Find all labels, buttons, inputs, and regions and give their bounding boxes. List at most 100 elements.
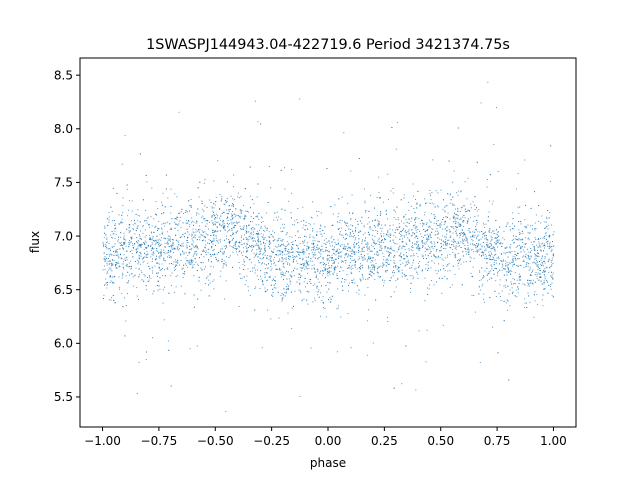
data-point — [348, 265, 350, 267]
data-point — [274, 232, 275, 234]
data-point — [331, 259, 333, 261]
data-point — [120, 242, 121, 244]
data-point — [200, 289, 202, 291]
data-point — [233, 174, 235, 176]
data-point — [256, 269, 258, 271]
data-point — [223, 239, 225, 241]
data-point — [138, 261, 140, 263]
data-point — [477, 246, 478, 248]
data-point — [306, 242, 308, 244]
data-point — [260, 227, 262, 229]
data-point — [544, 278, 546, 280]
data-point — [350, 229, 352, 230]
data-point — [221, 260, 223, 262]
data-point — [188, 200, 190, 202]
data-point — [398, 223, 400, 225]
data-point — [530, 256, 532, 258]
data-point — [389, 228, 391, 230]
data-point — [203, 250, 205, 252]
data-point — [181, 243, 183, 245]
data-point — [314, 254, 316, 256]
data-point — [372, 239, 374, 241]
data-point — [316, 244, 318, 246]
data-point — [219, 208, 221, 210]
data-point — [394, 265, 396, 267]
data-point — [414, 224, 416, 226]
data-point — [383, 241, 385, 243]
data-point — [552, 241, 553, 242]
data-point — [232, 251, 234, 253]
data-point — [132, 224, 134, 226]
data-point — [292, 261, 294, 263]
data-point — [433, 241, 435, 243]
data-point — [541, 256, 543, 258]
data-point — [454, 253, 456, 255]
data-point — [437, 205, 439, 207]
data-point — [112, 295, 114, 297]
data-point — [401, 383, 403, 385]
data-point — [160, 255, 162, 257]
data-point — [327, 259, 329, 261]
data-point — [437, 255, 439, 257]
data-point — [295, 256, 297, 258]
data-point — [517, 207, 519, 209]
data-point — [493, 257, 495, 259]
data-point — [471, 294, 473, 296]
data-point — [234, 198, 236, 200]
data-point — [231, 246, 233, 248]
data-point — [105, 258, 107, 260]
data-point — [446, 256, 448, 258]
data-point — [393, 235, 395, 237]
data-point — [496, 257, 498, 259]
data-point — [297, 231, 299, 233]
data-point — [318, 248, 320, 250]
data-point — [280, 218, 282, 220]
data-point — [358, 245, 360, 247]
data-point — [413, 225, 415, 227]
data-point — [456, 214, 458, 216]
data-point — [259, 240, 261, 242]
data-point — [421, 256, 423, 258]
data-point — [403, 236, 405, 238]
data-point — [237, 254, 239, 256]
data-point — [281, 271, 283, 273]
data-point — [503, 259, 504, 261]
data-point — [180, 245, 182, 247]
data-point — [347, 243, 349, 244]
data-point — [110, 267, 112, 269]
data-point — [270, 284, 272, 286]
data-point — [322, 270, 324, 272]
data-point — [121, 163, 123, 165]
data-point — [512, 255, 514, 257]
data-point — [167, 340, 169, 342]
data-point — [288, 255, 290, 257]
data-point — [279, 254, 281, 256]
data-point — [489, 250, 491, 252]
data-point — [437, 224, 438, 226]
data-point — [312, 230, 314, 232]
data-point — [482, 251, 484, 253]
data-point — [361, 248, 363, 250]
data-point — [354, 282, 356, 284]
data-point — [523, 259, 525, 261]
data-point — [454, 221, 456, 223]
data-point — [452, 244, 454, 246]
data-point — [392, 249, 394, 251]
data-point — [155, 250, 157, 252]
data-point — [264, 248, 266, 250]
data-point — [312, 256, 314, 258]
data-point — [196, 254, 197, 256]
data-point — [133, 243, 135, 245]
data-point — [146, 251, 148, 253]
data-point — [418, 249, 420, 251]
data-point — [226, 246, 228, 248]
data-point — [149, 276, 150, 278]
data-point — [130, 241, 132, 243]
data-point — [303, 253, 305, 255]
data-point — [336, 273, 338, 275]
data-point — [210, 261, 212, 263]
data-point — [106, 287, 108, 289]
data-point — [511, 240, 513, 241]
data-point — [436, 248, 438, 250]
data-point — [284, 274, 286, 276]
